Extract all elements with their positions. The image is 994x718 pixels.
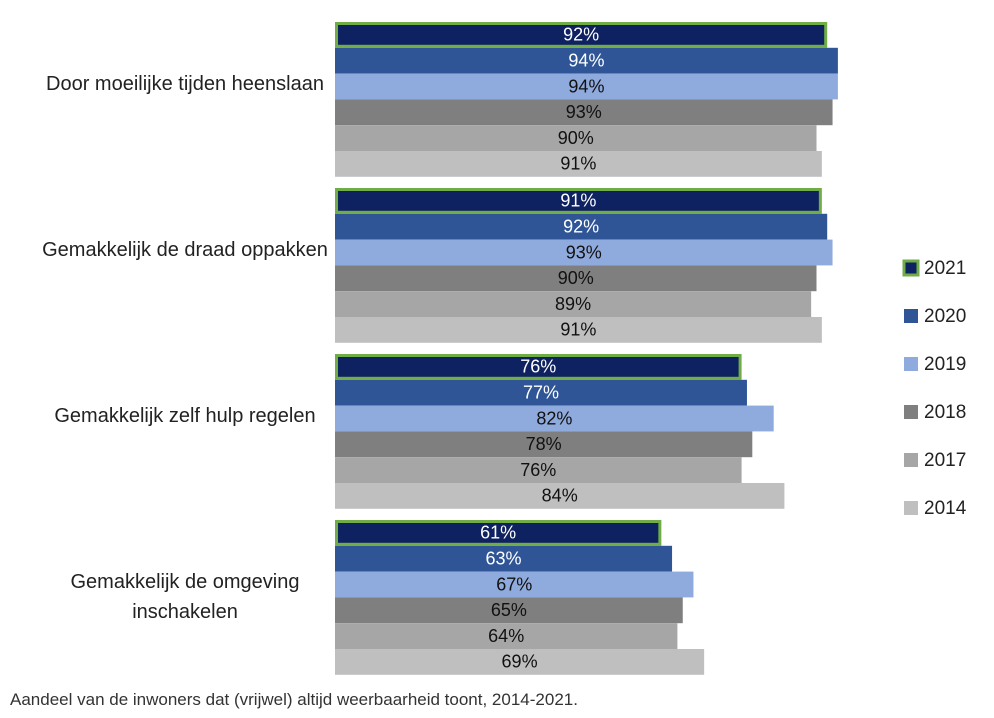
value-label: 90% <box>558 268 594 288</box>
bar <box>335 265 817 292</box>
legend-swatch <box>904 309 918 323</box>
value-label: 64% <box>488 626 524 646</box>
bar <box>335 623 678 649</box>
category-label: Gemakkelijk de draad oppakken <box>42 239 328 262</box>
bar <box>335 291 812 317</box>
value-label: 69% <box>502 652 538 672</box>
value-label: 84% <box>542 486 578 506</box>
bar <box>335 649 705 675</box>
legend-swatch <box>904 453 918 467</box>
bar <box>335 239 833 266</box>
bar <box>335 571 694 598</box>
value-label: 76% <box>520 357 556 377</box>
category-label: Gemakkelijk zelf hulp regelen <box>54 405 316 428</box>
bar <box>335 431 753 458</box>
legend-label: 2018 <box>924 402 966 423</box>
value-label: 91% <box>560 320 596 340</box>
bar <box>335 457 742 483</box>
bar <box>335 47 838 74</box>
value-label: 93% <box>566 102 602 122</box>
value-label: 76% <box>520 460 556 480</box>
value-label: 90% <box>558 128 594 148</box>
value-label: 94% <box>568 76 604 96</box>
value-label: 91% <box>560 154 596 174</box>
value-label: 78% <box>526 434 562 454</box>
bar <box>335 99 833 126</box>
legend-swatch <box>904 501 918 515</box>
bar <box>335 125 817 151</box>
bar <box>335 73 838 100</box>
category-label: Gemakkelijk de omgeving inschakelen <box>70 571 300 624</box>
bar <box>335 213 828 240</box>
caption: Aandeel van de inwoners dat (vrijwel) al… <box>10 690 578 709</box>
value-label: 82% <box>536 408 572 428</box>
bar <box>335 520 662 546</box>
legend-swatch <box>904 405 918 419</box>
legend-label: 2019 <box>924 354 966 375</box>
bar <box>335 597 683 624</box>
legend-swatch <box>904 357 918 371</box>
legend-swatch <box>902 259 920 277</box>
value-label: 94% <box>568 50 604 70</box>
value-label: 91% <box>560 191 596 211</box>
bar <box>335 483 785 509</box>
legend-label: 2017 <box>924 450 966 471</box>
value-label: 93% <box>566 242 602 262</box>
bar <box>335 317 822 343</box>
value-label: 92% <box>563 216 599 236</box>
value-label: 77% <box>523 382 559 402</box>
bar <box>335 354 742 380</box>
value-label: 89% <box>555 294 591 314</box>
bar <box>335 151 822 177</box>
bar <box>335 22 828 48</box>
value-label: 92% <box>563 25 599 45</box>
category-label: Door moeilijke tijden heenslaan <box>46 73 324 96</box>
value-label: 65% <box>491 600 527 620</box>
legend-label: 2014 <box>924 498 967 519</box>
value-label: 61% <box>480 523 516 543</box>
bar <box>335 545 673 572</box>
bar <box>335 188 822 214</box>
value-label: 67% <box>496 574 532 594</box>
legend-label: 2020 <box>924 306 966 327</box>
legend-label: 2021 <box>924 258 966 279</box>
bar <box>335 379 747 406</box>
bar <box>335 405 774 432</box>
value-label: 63% <box>486 548 522 568</box>
